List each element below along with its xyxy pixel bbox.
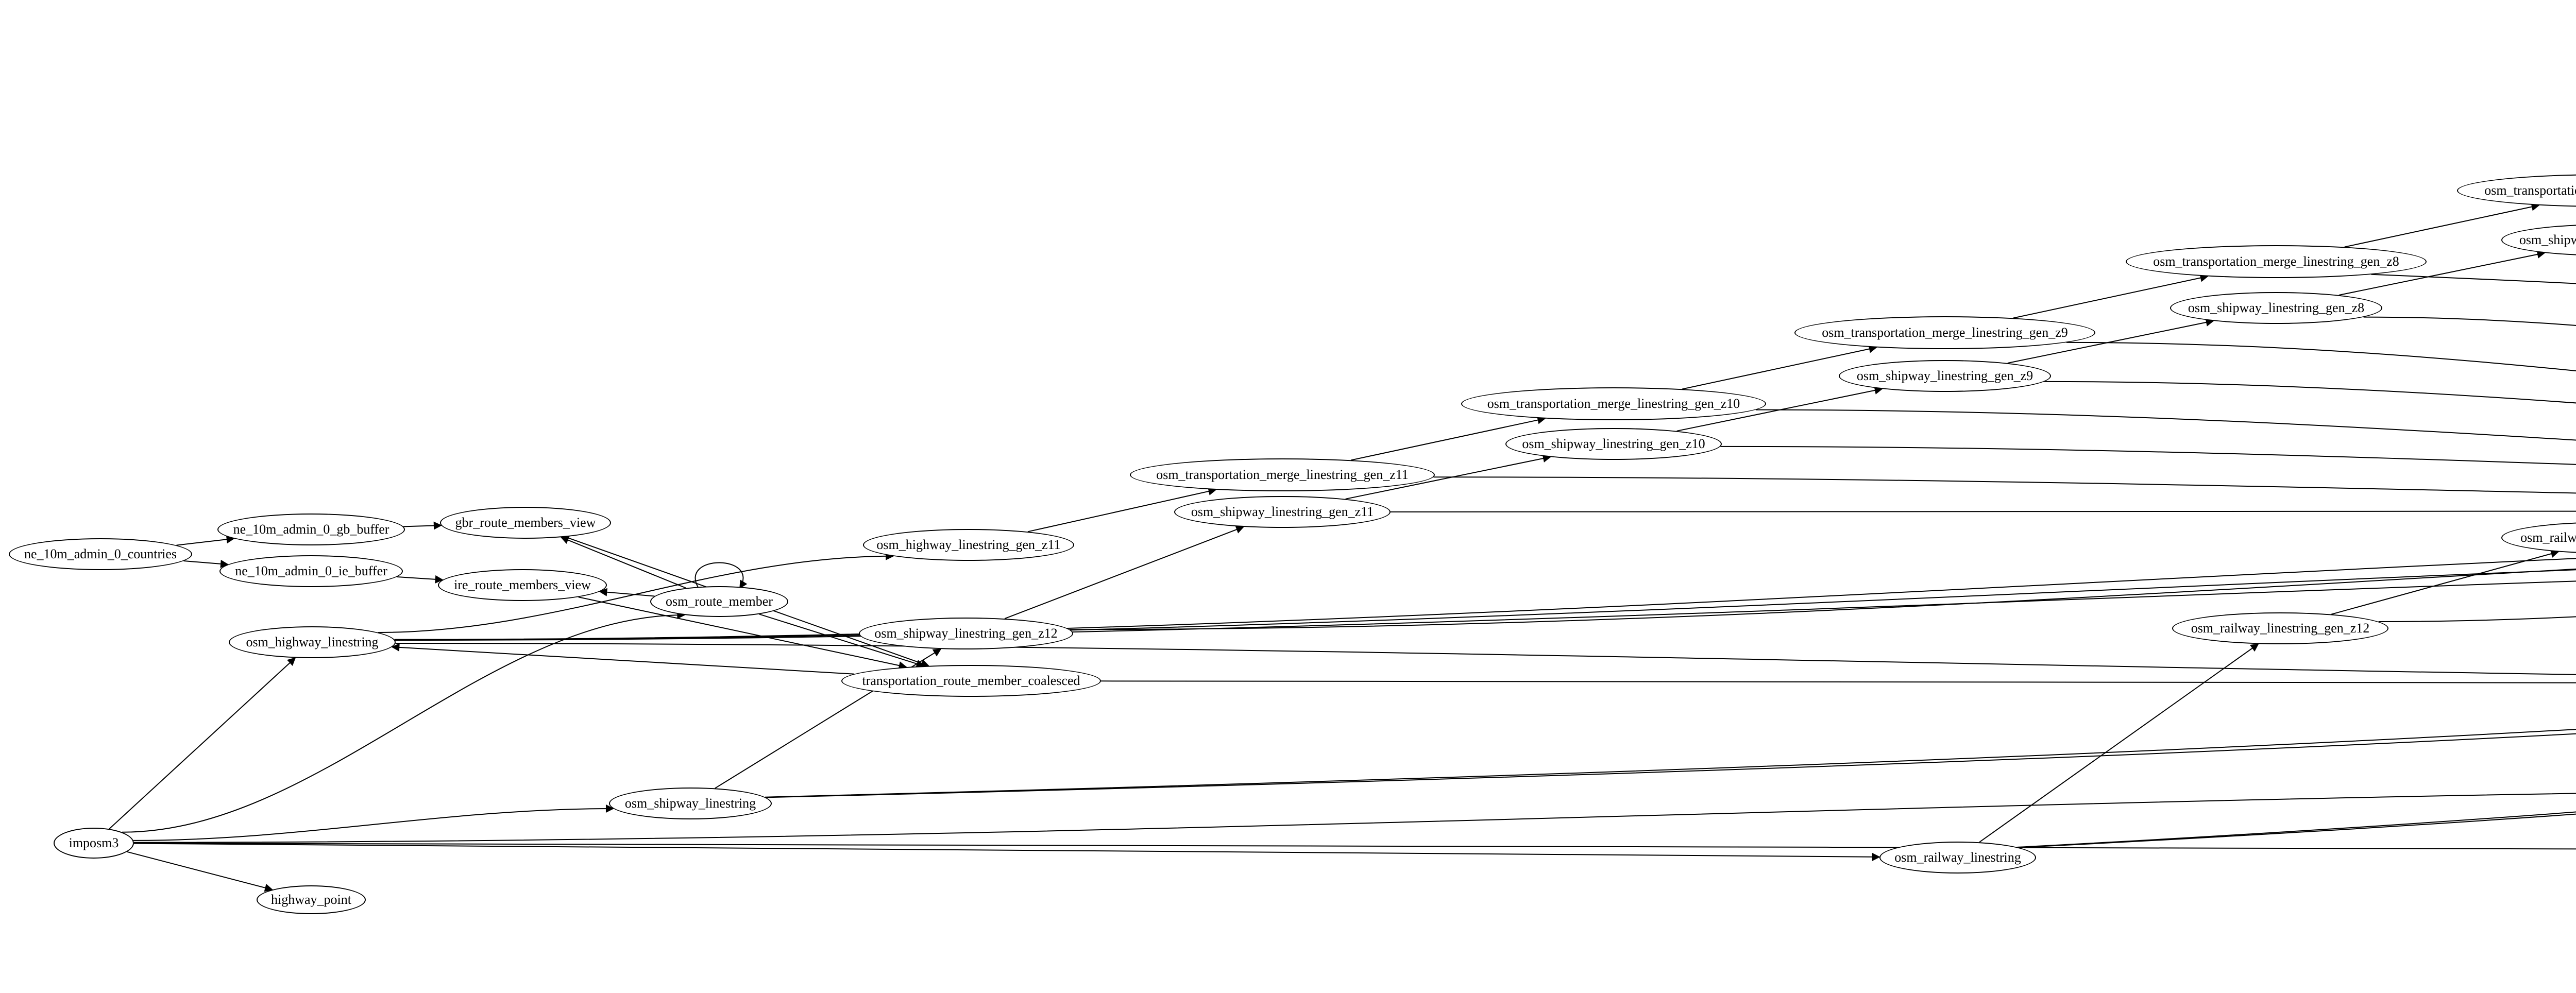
edge-merge_z11-to-merge_z10 [1350,416,1546,461]
edge-imposm3-to-osm_highway_polygon [133,843,2576,850]
edge-merge_z8-to-merge_z7 [2344,202,2540,248]
edge-osm_highway_linestring-to-name_network [395,643,2576,675]
node-highway_point: highway_point [257,885,366,914]
node-label: osm_transportation_merge_linestring_gen_… [2153,254,2399,269]
node-transportation_route_member_coalesced: transportation_route_member_coalesced [841,665,1101,697]
edge-shipway_z8-to-shipway_z7 [2338,250,2546,296]
edge-osm_route_member-to-osm_route_member [694,562,748,589]
edge-osm_shipway_linestring-to-layer_transportation-z13 [765,729,2576,798]
node-osm_route_member: osm_route_member [650,586,788,617]
edge-imposm3-to-osm_aerialway_linestring [133,793,2576,843]
edge-transportation_route_member_coalesced-to-name_network [1100,680,2576,683]
node-osm_highway_linestring: osm_highway_linestring [229,626,396,658]
edge-imposm3-to-osm_shipway_linestring [133,804,614,841]
node-merge_z9: osm_transportation_merge_linestring_gen_… [1794,316,2095,349]
edge-osm_shipway_linestring-to-layer_transportation-z14+ [766,733,2576,798]
node-label: highway_point [271,892,351,907]
node-merge_z8: osm_transportation_merge_linestring_gen_… [2126,245,2427,278]
edge-shipway_z9-to-shipway_z8 [2007,318,2214,364]
edge-ne_10m_admin_0_countries-to-ne_10m_admin_0_ie_buffer [183,559,229,568]
edge-osm_railway_linestring-to-layer_transportation-z13 [2017,811,2576,848]
node-merge_z11: osm_transportation_merge_linestring_gen_… [1130,458,1435,491]
edge-osm_shipway_linestring_gen_z12-to-layer_transportation-z12 [1070,568,2576,630]
node-label: ire_route_members_view [454,577,591,592]
node-label: ne_10m_admin_0_ie_buffer [235,563,387,578]
node-gbr_route_members_view: gbr_route_members_view [440,507,611,539]
node-label: osm_transportation_merge_linestring_gen_… [1156,467,1409,482]
edge-osm_railway_linestring-to-railway_z12 [1979,643,2259,843]
node-label: osm_shipway_linestring_gen_z7 [2519,232,2576,247]
node-label: osm_highway_linestring [246,635,379,649]
node-label: osm_transportation_merge_linestring_gen_… [1487,396,1740,411]
node-merge_z10: osm_transportation_merge_linestring_gen_… [1461,387,1766,420]
edge-imposm3-to-osm_highway_linestring [109,657,296,830]
node-ne_10m_admin_0_gb_buffer: ne_10m_admin_0_gb_buffer [217,513,405,545]
node-label: osm_highway_linestring_gen_z11 [876,537,1061,552]
node-osm_shipway_linestring: osm_shipway_linestring [609,787,772,819]
node-imposm3: imposm3 [54,828,134,859]
node-shipway_z11: osm_shipway_linestring_gen_z11 [1174,496,1391,528]
node-label: osm_shipway_linestring_gen_z10 [1522,436,1705,451]
node-shipway_z10: osm_shipway_linestring_gen_z10 [1505,428,1722,460]
node-label: osm_railway_linestring_gen_z12 [2191,621,2370,636]
node-ire_route_members_view: ire_route_members_view [438,569,607,601]
node-label: osm_railway_linestring_gen_z11 [2520,530,2576,545]
node-osm_railway_linestring: osm_railway_linestring [1879,842,2036,874]
node-label: osm_shipway_linestring_gen_z8 [2188,300,2365,315]
edge-railway_z12-to-railway_z11 [2331,550,2560,615]
node-label: osm_shipway_linestring [624,796,756,811]
edge-merge_z10-to-merge_z9 [1682,345,1877,390]
node-label: transportation_route_member_coalesced [862,673,1080,688]
node-label: ne_10m_admin_0_gb_buffer [233,522,389,537]
node-label: osm_shipway_linestring_gen_z12 [874,626,1058,641]
node-ne_10m_admin_0_countries: ne_10m_admin_0_countries [9,538,192,570]
edge-merge_z11-to-layer_transportation-z11 [1433,476,2576,494]
node-label: osm_railway_linestring [1894,850,2021,865]
edge-osm_highway_linestring_gen_z11-to-merge_z11 [1027,487,1217,533]
node-label: osm_shipway_linestring_gen_z9 [1856,368,2033,383]
edge-ne_10m_admin_0_ie_buffer-to-ire_route_members_view [397,575,444,584]
edge-osm_shipway_linestring_gen_z12-to-shipway_z11 [1004,525,1245,620]
node-osm_highway_linestring_gen_z11: osm_highway_linestring_gen_z11 [863,529,1074,561]
node-osm_shipway_linestring_gen_z12: osm_shipway_linestring_gen_z12 [859,618,1073,649]
edge-merge_z8-to-layer_transportation-z8 [2371,273,2576,284]
edge-imposm3-to-highway_point [127,851,274,892]
node-shipway_z9: osm_shipway_linestring_gen_z9 [1839,360,2051,392]
edge-ire_route_members_view-to-transportation_route_member_coalesced [578,596,907,670]
edge-merge_z9-to-merge_z8 [2013,273,2209,319]
node-railway_z12: osm_railway_linestring_gen_z12 [2172,612,2388,644]
edge-ne_10m_admin_0_gb_buffer-to-gbr_route_members_view [403,521,442,530]
edge-merge_z9-to-layer_transportation-z9 [2066,341,2576,372]
edge-shipway_z8-to-layer_transportation-z8 [2363,316,2576,326]
edge-shipway_z11-to-layer_transportation-z11 [1390,510,2576,512]
edge-imposm3-to-osm_route_member [122,610,686,833]
node-ne_10m_admin_0_ie_buffer: ne_10m_admin_0_ie_buffer [219,555,403,587]
edge-shipway_z11-to-shipway_z10 [1345,454,1551,500]
node-label: ne_10m_admin_0_countries [24,546,177,561]
node-label: osm_shipway_linestring_gen_z11 [1191,504,1374,519]
node-shipway_z8: osm_shipway_linestring_gen_z8 [2170,292,2382,324]
node-label: osm_route_member [666,594,773,609]
edge-osm_route_member-to-ire_route_members_view [599,588,655,597]
edge-transportation_route_member_coalesced-to-osm_highway_linestring [391,643,854,675]
node-label: imposm3 [69,835,119,850]
node-label: osm_transportation_merge_linestring_gen_… [1822,325,2068,340]
node-label: gbr_route_members_view [455,515,596,530]
edge-merge_z10-to-layer_transportation-z10 [1755,409,2576,441]
edge-osm_route_member-to-transportation_route_member_coalesced [759,613,925,668]
edge-shipway_z10-to-layer_transportation-z10 [1720,446,2576,465]
node-label: osm_transportation_merge_linestring_gen_… [2484,183,2576,198]
edge-osm_route_member-to-gbr_route_members_view [560,536,686,589]
edge-shipway_z9-to-layer_transportation-z9 [2044,381,2576,404]
edge-ne_10m_admin_0_countries-to-ne_10m_admin_0_gb_buffer [176,535,235,546]
